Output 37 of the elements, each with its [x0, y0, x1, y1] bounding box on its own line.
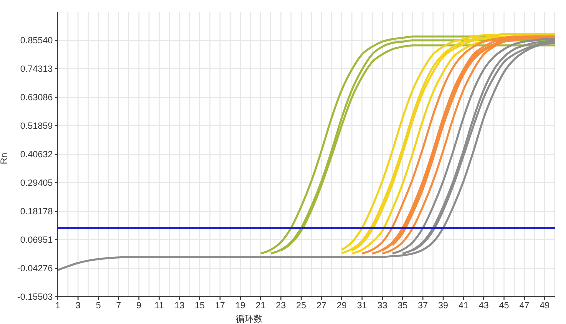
x-tick-label: 21 [256, 300, 266, 310]
y-tick-label: 0.29405 [20, 178, 53, 188]
x-tick-label: 19 [236, 300, 246, 310]
x-tick-label: 13 [174, 300, 185, 310]
y-tick-label: -0.04276 [17, 264, 53, 274]
y-tick-label: 0.74313 [20, 64, 53, 74]
x-tick-label: 41 [458, 300, 469, 310]
x-tick-label: 3 [76, 300, 81, 310]
x-tick-label: 43 [478, 300, 490, 310]
y-tick-label: 0.51859 [20, 121, 53, 132]
x-tick-label: 1 [55, 300, 61, 310]
y-axis-title: Rn [0, 152, 10, 164]
x-tick-label: 47 [520, 300, 530, 310]
y-tick-label: 0.63086 [20, 92, 53, 103]
x-tick-label: 25 [296, 300, 306, 310]
x-tick-label: 31 [357, 300, 368, 310]
x-tick-label: 35 [398, 300, 408, 310]
x-tick-label: 7 [116, 300, 122, 310]
x-tick-label: 33 [378, 300, 388, 310]
x-tick-label: 37 [418, 300, 428, 310]
x-tick-label: 5 [96, 300, 102, 310]
y-tick-label: 0.06951 [20, 235, 53, 246]
x-tick-label: 9 [136, 300, 142, 310]
y-tick-label: 0.85540 [20, 36, 53, 46]
x-tick-label: 17 [215, 300, 226, 310]
y-tick-label: 0.18178 [20, 206, 53, 217]
x-tick-label: 23 [276, 300, 286, 310]
x-tick-label: 11 [154, 300, 164, 310]
x-axis-title: 循环数 [236, 314, 263, 324]
x-tick-label: 27 [316, 300, 327, 310]
x-tick-label: 45 [499, 300, 510, 310]
x-tick-label: 15 [194, 300, 206, 310]
y-tick-label: 0.40632 [20, 150, 53, 160]
x-tick-label: 39 [438, 300, 448, 310]
y-tick-label: -0.15503 [17, 292, 53, 302]
x-tick-label: 29 [336, 300, 348, 310]
x-tick-label: 49 [540, 300, 550, 310]
